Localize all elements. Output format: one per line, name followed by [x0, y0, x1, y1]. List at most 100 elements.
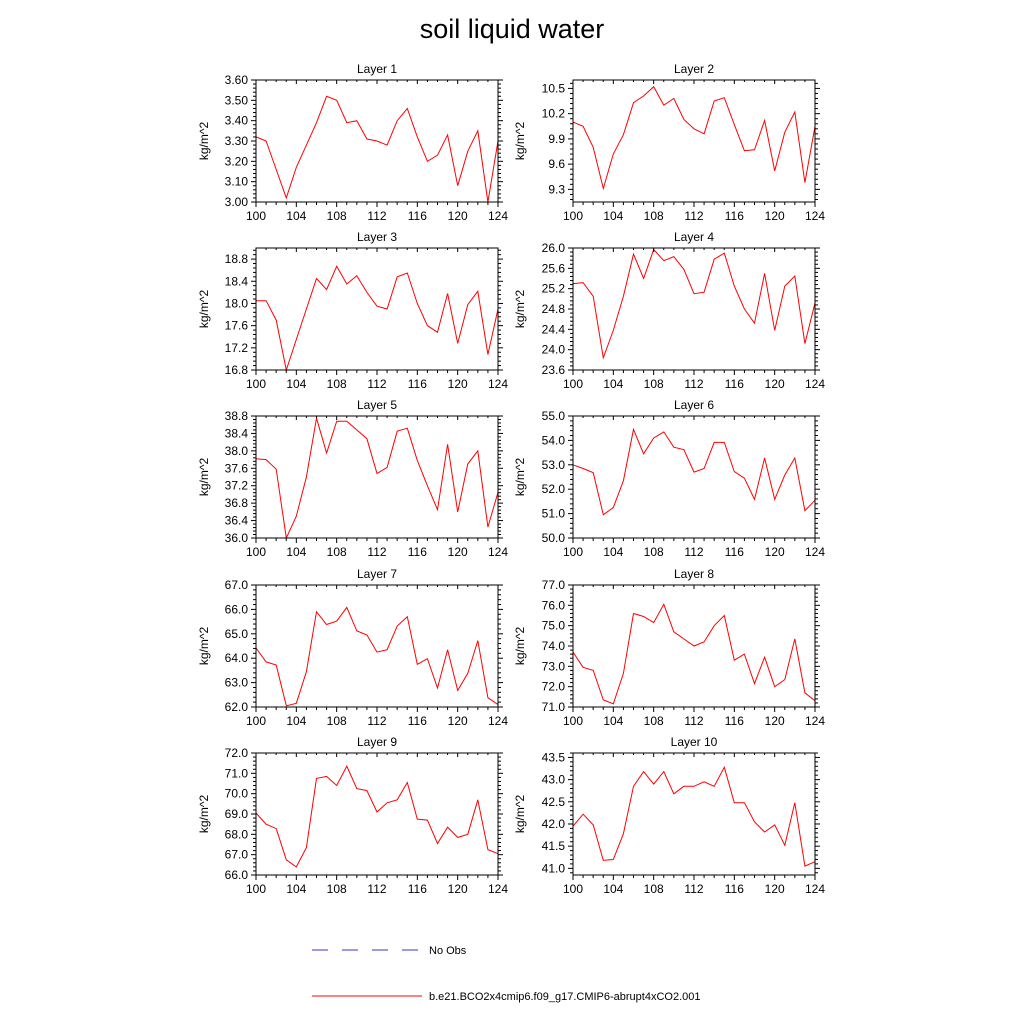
- x-tick-label: 124: [488, 714, 508, 728]
- x-tick-label: 100: [246, 209, 266, 223]
- y-axis-label: kg/m^2: [513, 458, 527, 497]
- y-tick-label: 24.0: [542, 343, 566, 357]
- y-tick-label: 62.0: [225, 700, 249, 714]
- x-tick-label: 124: [805, 714, 825, 728]
- x-tick-label: 100: [246, 377, 266, 391]
- panel-1: Layer 1 kg/m^2 100 104 108 112 116 120 124 3.00 3.…: [197, 62, 508, 223]
- x-tick-label: 116: [725, 714, 744, 728]
- x-tick-label: 124: [488, 882, 508, 896]
- y-tick-label: 73.0: [542, 659, 566, 673]
- y-tick-label: 37.2: [225, 479, 249, 493]
- x-tick-label: 124: [805, 882, 825, 896]
- y-tick-label: 66.0: [225, 868, 249, 882]
- panel-title: Layer 1: [357, 62, 397, 76]
- x-tick-label: 108: [327, 377, 347, 391]
- y-tick-label: 36.4: [225, 514, 249, 528]
- x-tick-label: 100: [563, 545, 583, 559]
- x-tick-label: 116: [725, 882, 744, 896]
- y-axis-label: kg/m^2: [197, 458, 211, 497]
- y-tick-label: 75.0: [542, 619, 566, 633]
- y-tick-label: 38.0: [225, 444, 249, 458]
- x-tick-label: 108: [644, 377, 664, 391]
- series-line-1: [572, 765, 816, 867]
- y-tick-label: 18.0: [225, 296, 249, 310]
- y-tick-label: 65.0: [225, 627, 249, 641]
- y-tick-label: 3.60: [225, 73, 249, 87]
- x-tick-label: 120: [448, 209, 468, 223]
- x-tick-label: 116: [725, 545, 744, 559]
- y-tick-label: 77.0: [542, 578, 566, 592]
- series-line-1: [572, 85, 816, 191]
- y-tick-label: 64.0: [225, 651, 249, 665]
- y-tick-label: 70.0: [225, 787, 249, 801]
- y-tick-label: 17.6: [225, 319, 249, 333]
- series-line-1: [255, 95, 499, 203]
- y-axis-label: kg/m^2: [513, 627, 527, 666]
- legend: No Obs b.e21.BCO2x4cmip6.f09_g17.CMIP6-ab…: [312, 945, 701, 1003]
- x-tick-label: 120: [765, 714, 785, 728]
- y-tick-label: 3.50: [225, 93, 249, 107]
- x-tick-label: 124: [805, 209, 825, 223]
- series-line-1: [572, 427, 816, 516]
- plot-frame: [255, 415, 499, 539]
- y-tick-label: 55.0: [542, 409, 566, 423]
- panel-title: Layer 9: [357, 735, 397, 749]
- y-tick-label: 66.0: [225, 602, 249, 616]
- x-tick-label: 104: [286, 545, 306, 559]
- x-tick-label: 108: [644, 209, 664, 223]
- y-tick-label: 74.0: [542, 639, 566, 653]
- plot-frame: [572, 752, 816, 876]
- panel-8: Layer 8 kg/m^2 100 104 108 112 116 120 124 71.0 72…: [513, 567, 825, 728]
- legend-label-2: b.e21.BCO2x4cmip6.f09_g17.CMIP6-abrupt4x…: [429, 991, 701, 1003]
- y-tick-label: 67.0: [225, 848, 249, 862]
- plot-frame: [572, 79, 816, 203]
- x-tick-label: 116: [408, 545, 427, 559]
- x-tick-label: 104: [603, 209, 623, 223]
- y-tick-label: 3.10: [225, 175, 249, 189]
- x-tick-label: 104: [286, 714, 306, 728]
- y-axis-label: kg/m^2: [513, 795, 527, 834]
- x-tick-label: 120: [765, 377, 785, 391]
- panel-7: Layer 7 kg/m^2 100 104 108 112 116 120 124 62.0 63…: [197, 567, 508, 728]
- x-tick-label: 116: [408, 209, 427, 223]
- figure-title: soil liquid water: [419, 14, 605, 44]
- y-tick-label: 54.0: [542, 433, 566, 447]
- x-tick-label: 124: [488, 545, 508, 559]
- panel-10: Layer 10 kg/m^2 100 104 108 112 116 120 124 41.0 4…: [513, 735, 825, 896]
- x-tick-label: 104: [603, 882, 623, 896]
- y-axis-label: kg/m^2: [197, 290, 211, 329]
- series-line-1: [256, 265, 499, 372]
- x-tick-label: 124: [488, 377, 508, 391]
- y-tick-label: 42.5: [542, 795, 566, 809]
- panel-9: Layer 9 kg/m^2 100 104 108 112 116 120 124 66.0 67…: [197, 735, 508, 896]
- x-tick-label: 108: [644, 545, 664, 559]
- y-tick-label: 10.5: [542, 81, 566, 95]
- y-axis-label: kg/m^2: [513, 290, 527, 329]
- y-tick-label: 37.6: [225, 461, 249, 475]
- x-tick-label: 120: [448, 545, 468, 559]
- plot-frame: [572, 247, 816, 371]
- panel-title: Layer 2: [674, 62, 714, 76]
- x-tick-label: 120: [448, 377, 468, 391]
- panel-title: Layer 7: [357, 567, 397, 581]
- y-tick-label: 41.5: [542, 839, 566, 853]
- x-tick-label: 100: [246, 882, 266, 896]
- y-tick-label: 68.0: [225, 827, 249, 841]
- x-tick-label: 120: [448, 882, 468, 896]
- x-tick-label: 104: [286, 377, 306, 391]
- y-tick-label: 51.0: [542, 507, 566, 521]
- y-tick-label: 3.00: [225, 195, 249, 209]
- y-tick-label: 18.8: [225, 252, 249, 266]
- y-tick-label: 18.4: [225, 274, 249, 288]
- panel-3: Layer 3 kg/m^2 100 104 108 112 116 120 124 16.8 17…: [197, 230, 508, 391]
- y-tick-label: 9.6: [548, 157, 565, 171]
- x-tick-label: 104: [286, 882, 306, 896]
- x-tick-label: 108: [644, 714, 664, 728]
- y-tick-label: 76.0: [542, 598, 566, 612]
- y-tick-label: 24.4: [542, 322, 566, 336]
- x-tick-label: 116: [725, 377, 744, 391]
- x-tick-label: 116: [408, 882, 427, 896]
- y-tick-label: 72.0: [542, 680, 566, 694]
